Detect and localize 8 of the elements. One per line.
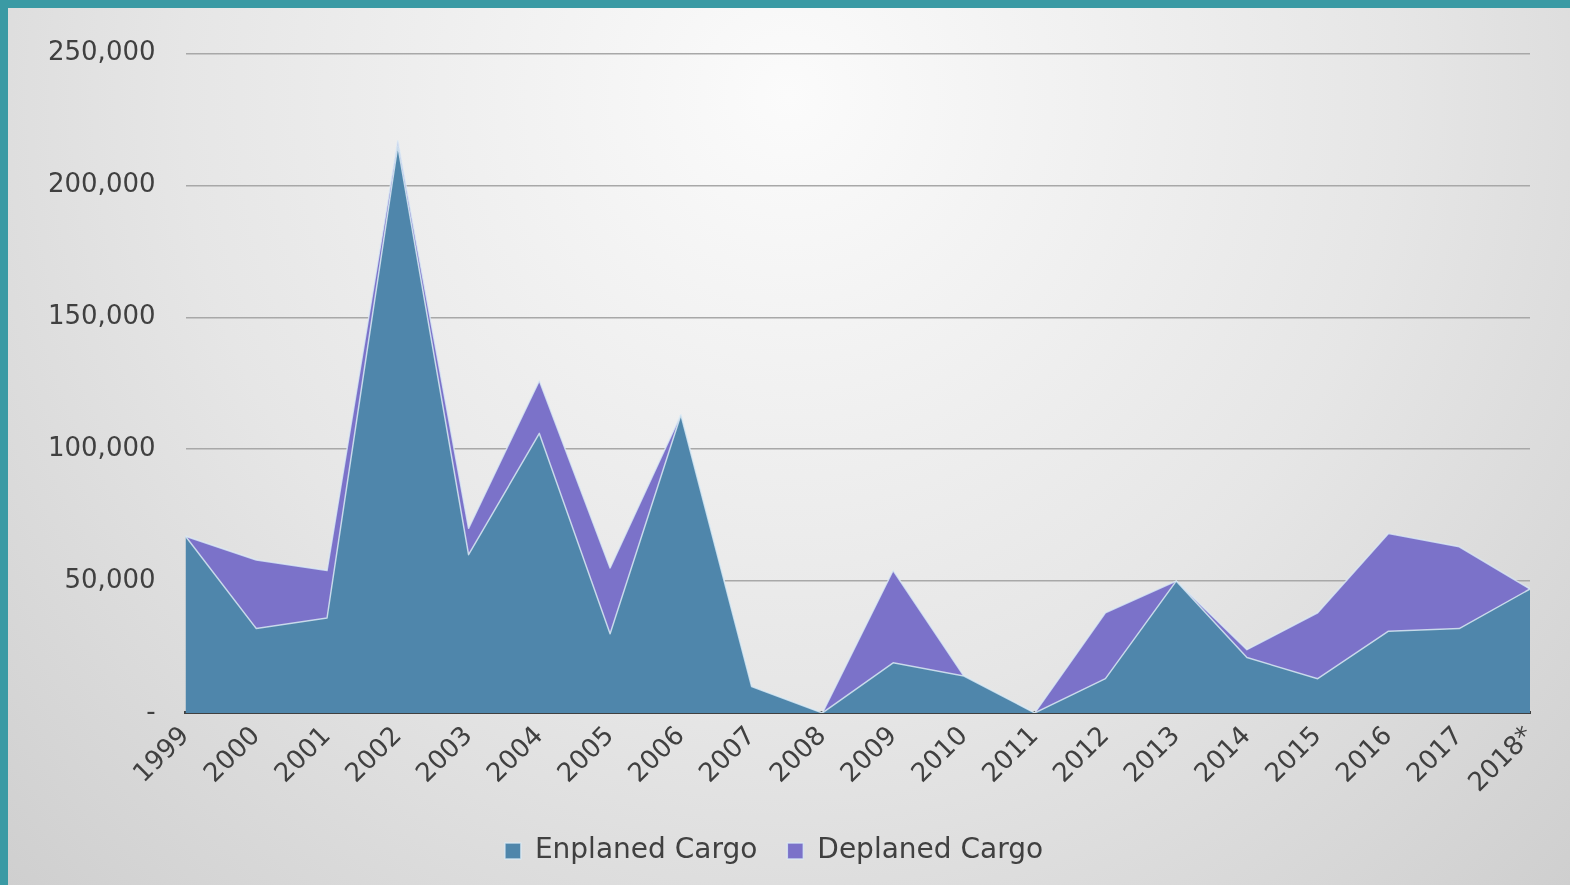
legend-label: Deplaned Cargo xyxy=(817,832,1044,866)
y-tick-label: - xyxy=(146,695,156,726)
y-tick-label: 200,000 xyxy=(47,168,156,199)
y-tick-label: 100,000 xyxy=(47,431,156,462)
y-tick-label: 150,000 xyxy=(47,300,156,331)
y-tick-label: 250,000 xyxy=(47,36,156,67)
y-tick-label: 50,000 xyxy=(64,563,156,594)
legend-label: Enplaned Cargo xyxy=(534,832,758,866)
